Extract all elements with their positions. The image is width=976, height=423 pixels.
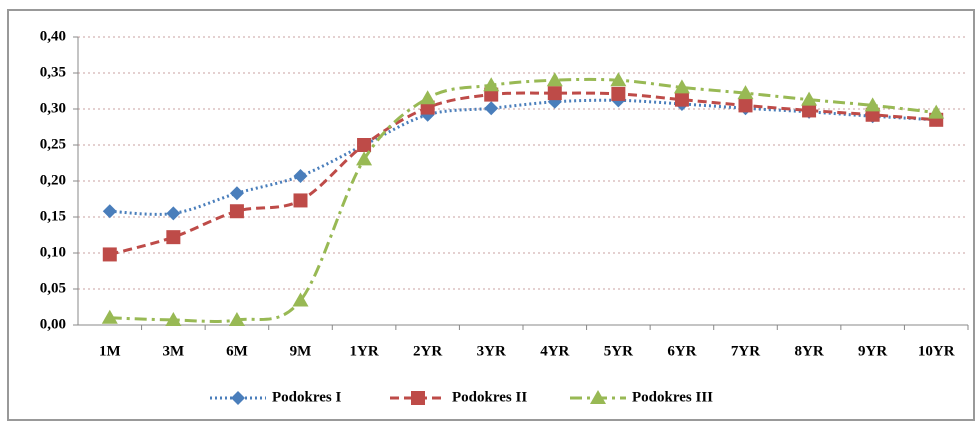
point [292,292,309,307]
x-tick-label: 5YR [604,343,633,359]
legend-label: Podokres II [452,389,527,405]
point [546,72,563,87]
point [484,101,499,116]
point [673,79,690,94]
point [737,85,754,100]
point [102,247,117,262]
y-tick-label: 0,20 [40,172,66,188]
point [928,104,945,119]
y-tick-label: 0,25 [40,136,66,152]
x-tick-label: 6YR [667,343,696,359]
legend-marker [590,390,606,404]
x-tick-label: 3YR [477,343,506,359]
x-tick-label: 6M [226,343,248,359]
point [229,204,244,219]
legend-label: Podokres I [272,389,341,405]
y-tick-label: 0,05 [40,280,66,296]
point [166,206,181,221]
point [738,98,753,113]
y-tick-label: 0,40 [40,28,66,44]
x-tick-label: 7YR [731,343,760,359]
point [229,186,244,201]
point [483,77,500,92]
x-tick-label: 8YR [794,343,823,359]
legend-label: Podokres III [632,389,713,405]
y-tick-label: 0,30 [40,100,66,116]
point [228,311,245,326]
point [419,90,436,105]
point [801,91,818,106]
y-tick-label: 0,35 [40,64,66,80]
point [611,86,626,101]
legend-marker [231,391,245,405]
point [547,86,562,101]
point [864,97,881,112]
y-tick-label: 0,15 [40,208,66,224]
x-tick-label: 9YR [858,343,887,359]
x-tick-label: 1YR [349,343,378,359]
x-tick-label: 4YR [540,343,569,359]
y-tick-label: 0,00 [40,316,66,332]
x-tick-label: 3M [163,343,185,359]
legend-marker [411,391,425,405]
point [356,151,373,166]
x-tick-label: 10YR [918,343,955,359]
point [165,311,182,326]
x-tick-label: 2YR [413,343,442,359]
point [101,309,118,324]
point [293,168,308,183]
point [293,193,308,208]
point [674,92,689,107]
point [102,204,117,219]
y-tick-label: 0,10 [40,244,66,260]
x-tick-label: 9M [290,343,312,359]
point [802,103,817,118]
point [610,72,627,87]
point [357,138,372,152]
point [166,230,181,245]
x-tick-label: 1M [99,343,121,359]
